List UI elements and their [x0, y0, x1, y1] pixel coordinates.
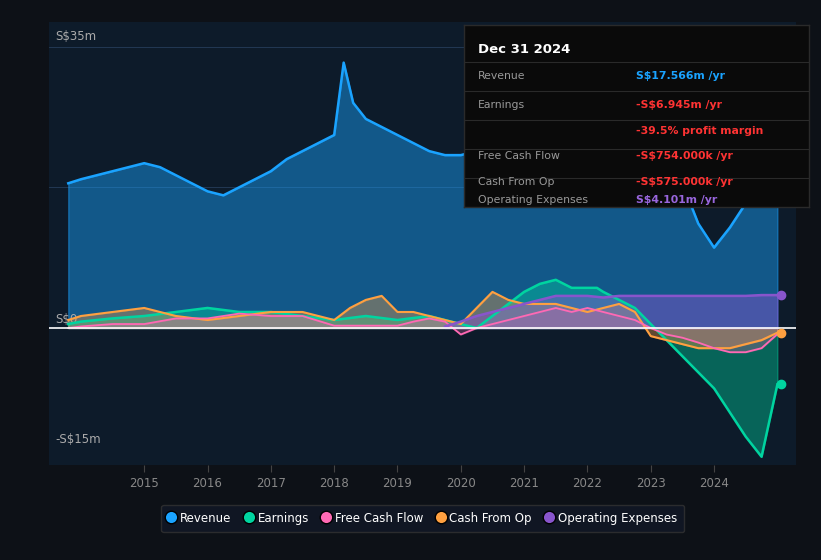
Text: Dec 31 2024: Dec 31 2024 [478, 43, 570, 57]
Text: Revenue: Revenue [478, 71, 525, 81]
Text: S$35m: S$35m [56, 30, 97, 43]
Text: -S$575.000k /yr: -S$575.000k /yr [636, 177, 733, 186]
Text: Earnings: Earnings [478, 100, 525, 110]
Text: Cash From Op: Cash From Op [478, 177, 554, 186]
Text: -39.5% profit margin: -39.5% profit margin [636, 126, 764, 136]
Text: S$4.101m /yr: S$4.101m /yr [636, 195, 718, 205]
Text: S$0: S$0 [56, 312, 78, 326]
Text: -S$15m: -S$15m [56, 433, 101, 446]
Text: S$17.566m /yr: S$17.566m /yr [636, 71, 725, 81]
Text: Free Cash Flow: Free Cash Flow [478, 151, 560, 161]
Text: Operating Expenses: Operating Expenses [478, 195, 588, 205]
Text: -S$6.945m /yr: -S$6.945m /yr [636, 100, 722, 110]
Text: -S$754.000k /yr: -S$754.000k /yr [636, 151, 733, 161]
Legend: Revenue, Earnings, Free Cash Flow, Cash From Op, Operating Expenses: Revenue, Earnings, Free Cash Flow, Cash … [162, 505, 684, 532]
